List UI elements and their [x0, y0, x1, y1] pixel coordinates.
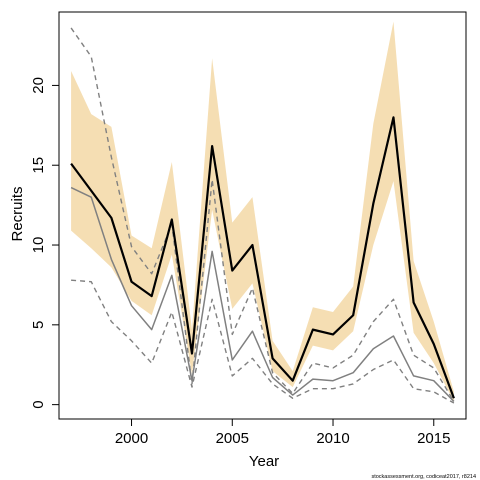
y-tick-label-15: 15: [30, 157, 47, 174]
y-tick-label-5: 5: [30, 321, 47, 329]
confidence-band: [71, 21, 454, 402]
y-tick-label-10: 10: [30, 237, 47, 254]
y-tick-label-20: 20: [30, 77, 47, 94]
series-line-main: [70, 116, 455, 399]
x-tick-label-2010: 2010: [316, 430, 349, 447]
x-tick-label-2000: 2000: [115, 430, 148, 447]
x-tick-label-2015: 2015: [417, 430, 450, 447]
series-line-alternative: [70, 186, 455, 402]
x-tick-label-2005: 2005: [216, 430, 249, 447]
y-axis-title: Recruits: [9, 186, 26, 241]
plot-frame: [58, 11, 467, 420]
x-axis-title: Year: [249, 453, 279, 470]
footnote: stockassessment.org, codiceat2017, r8214: [371, 474, 476, 480]
y-tick-label-0: 0: [30, 400, 47, 408]
series-line-alternative-upper: [70, 27, 455, 402]
series-line-alternative-lower: [71, 279, 455, 404]
